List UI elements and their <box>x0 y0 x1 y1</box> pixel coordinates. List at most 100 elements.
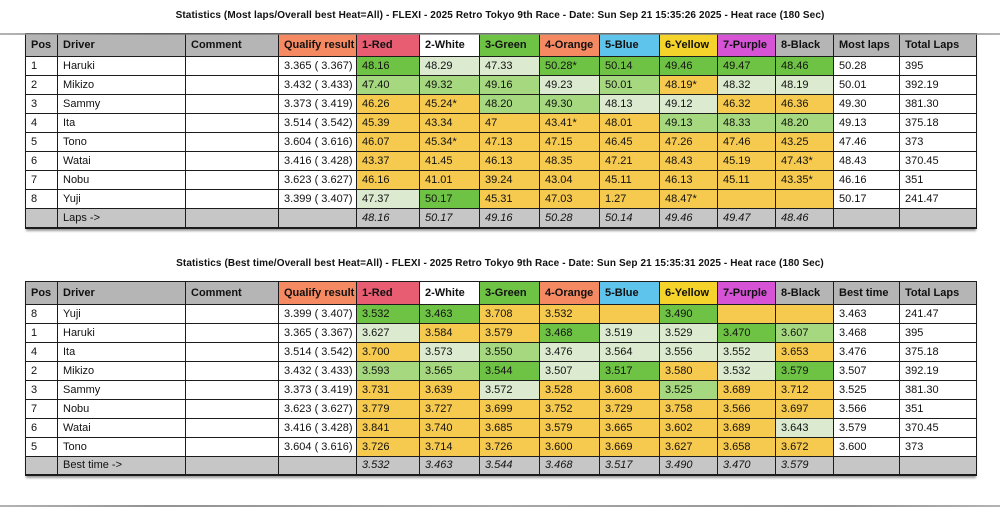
heat-result-cell: 47.13 <box>479 132 540 152</box>
qualify-cell: 3.514 ( 3.542) <box>278 113 357 133</box>
heat-result-cell: 3.727 <box>419 398 480 419</box>
comment-cell <box>185 113 279 133</box>
qualify-cell: 3.373 ( 3.419) <box>278 94 357 114</box>
heat-result-cell: 3.579 <box>479 322 540 343</box>
column-header-pos: Pos <box>25 280 58 305</box>
driver-row: 5 Tono 3.604 ( 3.616) 3.726 3.714 3.726 3.600 3… <box>25 436 977 457</box>
qualify-cell: 3.365 ( 3.367) <box>278 56 357 76</box>
heat-result-cell: 46.26 <box>356 94 420 114</box>
footer-empty-cell <box>833 455 900 476</box>
driver-cell: Tono <box>57 436 186 457</box>
heat-result-cell: 49.16 <box>479 75 540 95</box>
heat-result-cell: 3.714 <box>419 436 480 457</box>
heat-result-cell: 3.665 <box>599 417 660 438</box>
result-cell: 50.28 <box>833 56 900 76</box>
column-header-most-laps: Most laps <box>833 33 900 57</box>
heat-result-cell: 3.672 <box>775 436 834 457</box>
driver-cell: Mikizo <box>57 360 186 381</box>
column-header-8-black: 8-Black <box>775 280 834 305</box>
driver-row: 1 Haruki 3.365 ( 3.367) 3.627 3.584 3.579 3.46… <box>25 322 977 343</box>
heat-result-cell: 3.579 <box>775 360 834 381</box>
heat-result-cell: 48.16 <box>356 56 420 76</box>
pos-cell: 8 <box>25 303 58 324</box>
total-laps-cell: 381.30 <box>899 94 977 114</box>
driver-cell: Tono <box>57 132 186 152</box>
footer-best-cell: 49.16 <box>479 208 540 228</box>
qualify-cell: 3.416 ( 3.428) <box>278 151 357 171</box>
heat-result-cell: 3.700 <box>356 341 420 362</box>
column-header-3-green: 3-Green <box>479 33 540 57</box>
footer-label-cell: Laps -> <box>57 208 186 228</box>
result-cell: 3.579 <box>833 417 900 438</box>
footer-row: Laps -> 48.16 50.17 49.16 50.28 50.14 49.46 49.… <box>25 208 977 228</box>
column-header-qualify-result: Qualify result <box>278 33 357 57</box>
footer-best-cell: 3.517 <box>599 455 660 476</box>
heat-result-cell: 46.16 <box>356 170 420 190</box>
driver-row: 8 Yuji 3.399 ( 3.407) 3.532 3.463 3.708 3.532 3… <box>25 303 977 324</box>
heat-result-cell: 3.517 <box>599 360 660 381</box>
heat-result-cell: 46.13 <box>659 170 718 190</box>
comment-cell <box>185 341 279 362</box>
footer-best-cell: 49.47 <box>717 208 776 228</box>
heat-result-cell: 46.45 <box>599 132 660 152</box>
total-laps-cell: 351 <box>899 398 977 419</box>
comment-cell <box>185 303 279 324</box>
column-header-5-blue: 5-Blue <box>599 33 660 57</box>
heat-result-cell: 48.20 <box>479 94 540 114</box>
result-cell: 46.16 <box>833 170 900 190</box>
column-header-7-purple: 7-Purple <box>717 280 776 305</box>
heat-result-cell: 48.13 <box>599 94 660 114</box>
heat-result-cell: 43.37 <box>356 151 420 171</box>
pos-cell: 4 <box>25 341 58 362</box>
heat-result-cell: 49.30 <box>539 94 600 114</box>
heat-result-cell: 3.697 <box>775 398 834 419</box>
column-header-total-laps: Total Laps <box>899 280 977 305</box>
qualify-cell: 3.399 ( 3.407) <box>278 189 357 209</box>
heat-result-cell: 3.729 <box>599 398 660 419</box>
heat-result-cell: 3.566 <box>717 398 776 419</box>
column-header-4-orange: 4-Orange <box>539 280 600 305</box>
footer-best-cell: 3.490 <box>659 455 718 476</box>
heat-result-cell <box>775 303 834 324</box>
heat-result-cell <box>717 189 776 209</box>
heat-result-cell: 43.04 <box>539 170 600 190</box>
heat-result-cell: 3.689 <box>717 417 776 438</box>
heat-result-cell: 49.47 <box>717 56 776 76</box>
driver-cell: Watai <box>57 151 186 171</box>
heat-result-cell: 3.532 <box>539 303 600 324</box>
heat-result-cell: 48.20 <box>775 113 834 133</box>
heat-result-cell: 43.25 <box>775 132 834 152</box>
heat-result-cell: 3.708 <box>479 303 540 324</box>
total-laps-cell: 392.19 <box>899 360 977 381</box>
driver-cell: Yuji <box>57 189 186 209</box>
comment-cell <box>185 94 279 114</box>
comment-cell <box>185 189 279 209</box>
heat-result-cell: 45.31 <box>479 189 540 209</box>
column-header-1-red: 1-Red <box>356 280 420 305</box>
heat-result-cell: 48.01 <box>599 113 660 133</box>
total-laps-cell: 375.18 <box>899 341 977 362</box>
heat-result-cell: 3.544 <box>479 360 540 381</box>
heat-result-cell: 49.13 <box>659 113 718 133</box>
driver-cell: Ita <box>57 113 186 133</box>
column-header-2-white: 2-White <box>419 33 480 57</box>
header-row: Pos Driver Comment Qualify result 1-Red 2-Whi… <box>25 280 977 305</box>
column-header-driver: Driver <box>57 33 186 57</box>
heat-result-cell: 3.653 <box>775 341 834 362</box>
heat-result-cell: 3.564 <box>599 341 660 362</box>
column-header-total-laps: Total Laps <box>899 33 977 57</box>
pos-cell: 7 <box>25 170 58 190</box>
column-header-6-yellow: 6-Yellow <box>659 280 718 305</box>
heat-result-cell: 47.03 <box>539 189 600 209</box>
footer-empty-cell <box>25 455 58 476</box>
heat-result-cell: 3.532 <box>717 360 776 381</box>
heat-result-cell: 43.34 <box>419 113 480 133</box>
driver-cell: Nobu <box>57 398 186 419</box>
heat-result-cell: 3.669 <box>599 436 660 457</box>
heat-result-cell: 3.519 <box>599 322 660 343</box>
heat-result-cell: 50.01 <box>599 75 660 95</box>
total-laps-cell: 370.45 <box>899 151 977 171</box>
comment-cell <box>185 170 279 190</box>
heat-result-cell: 3.600 <box>539 436 600 457</box>
heat-result-cell: 46.13 <box>479 151 540 171</box>
